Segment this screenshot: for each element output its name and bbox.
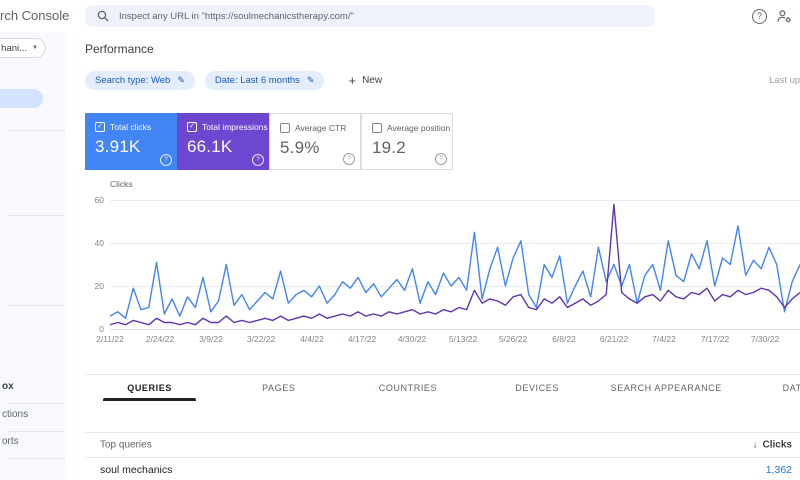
table-header-divider: [85, 432, 800, 433]
chevron-down-icon: ▼: [32, 45, 38, 51]
tab-devices[interactable]: DEVICES: [515, 383, 559, 393]
sidebar: hani... ▼ ox ctions orts: [0, 32, 65, 480]
x-axis-tick-label: 4/17/22: [347, 334, 377, 344]
x-axis-tick-label: 7/4/22: [652, 334, 676, 344]
app-title: rch Console: [0, 8, 70, 23]
sidebar-item-label-fragment[interactable]: ox: [2, 381, 14, 392]
clicks-cell: 1,362: [765, 464, 792, 476]
tab-countries[interactable]: COUNTRIES: [378, 383, 438, 393]
x-axis-tick-label: 4/4/22: [300, 334, 324, 344]
x-axis-tick-label: 2/11/22: [96, 334, 124, 344]
table-body-divider: [85, 457, 800, 458]
plus-icon: +: [348, 73, 357, 88]
table-row[interactable]: soul mechanics 1,362: [85, 458, 795, 480]
edit-pencil-icon: ✎: [177, 75, 185, 85]
metric-value: 5.9%: [280, 138, 320, 157]
tab-date[interactable]: DATE: [782, 383, 800, 393]
x-axis-tick-label: 5/13/22: [448, 334, 478, 344]
x-axis-tick-label: 3/22/22: [246, 334, 276, 344]
x-axis-tick-label: 7/30/22: [750, 334, 780, 344]
x-axis-tick-label: 4/30/22: [397, 334, 427, 344]
filter-chip-label: Search type: Web: [95, 75, 171, 86]
x-axis-tick-label: 7/17/22: [700, 334, 730, 344]
property-selector-label: hani...: [1, 42, 28, 54]
metric-card-total-impressions[interactable]: ✓ Total impressions 66.1K?: [177, 113, 269, 170]
sidebar-divider: [8, 215, 65, 216]
tabs-top-divider: [85, 374, 800, 375]
sort-desc-icon: ↓: [752, 439, 758, 451]
metric-card-total-clicks[interactable]: ✓ Total clicks 3.91K?: [85, 113, 177, 170]
filter-chips-row: Search type: Web ✎ Date: Last 6 months ✎ + …: [85, 71, 382, 90]
sidebar-item-performance-active[interactable]: [0, 89, 43, 108]
sidebar-item-label-fragment[interactable]: orts: [2, 436, 19, 447]
edit-pencil-icon: ✎: [306, 75, 315, 85]
url-inspect-search-input[interactable]: Inspect any URL in "https://soulmechanic…: [85, 5, 655, 27]
y-axis-tick-label: 20: [94, 281, 104, 291]
unchecked-checkbox-icon[interactable]: [280, 123, 290, 133]
y-axis-tick-label: 60: [94, 195, 104, 205]
checked-checkbox-icon[interactable]: ✓: [95, 122, 105, 132]
new-filter-button[interactable]: + New: [348, 73, 382, 88]
x-axis-tick-label: 2/24/22: [145, 334, 175, 344]
x-axis-tick-label: 5/26/22: [498, 334, 528, 344]
help-icon[interactable]: ?: [435, 153, 447, 165]
tab-pages[interactable]: PAGES: [262, 383, 296, 393]
dimension-tabs: QUERIES PAGES COUNTRIES DEVICES SEARCH APPEA…: [85, 375, 800, 401]
help-icon[interactable]: ?: [252, 154, 264, 166]
y-axis-tick-label: 40: [94, 238, 104, 248]
metric-card-average-position[interactable]: Average position 19.2?: [361, 113, 453, 170]
search-icon: [97, 10, 109, 22]
metric-cards-row: ✓ Total clicks 3.91K? ✓ Total impressions 66.…: [85, 113, 453, 170]
metric-label: Average position: [387, 123, 451, 133]
checked-checkbox-icon[interactable]: ✓: [187, 122, 197, 132]
sidebar-divider: [8, 431, 65, 432]
filter-chip[interactable]: Date: Last 6 months ✎: [204, 71, 325, 90]
metric-label: Average CTR: [295, 123, 347, 133]
gridline: [110, 243, 800, 244]
y-axis-title: Clicks: [110, 179, 133, 189]
metric-label: Total clicks: [110, 122, 152, 132]
sidebar-item-label-fragment[interactable]: ctions: [2, 409, 29, 420]
unchecked-checkbox-icon[interactable]: [372, 123, 382, 133]
metric-value: 19.2: [372, 138, 406, 157]
series-line-clicks: [110, 225, 800, 320]
filter-chip-label: Date: Last 6 months: [214, 75, 300, 86]
tab-search-appearance[interactable]: SEARCH APPEARANCE: [610, 383, 722, 393]
performance-line-chart[interactable]: [110, 200, 800, 330]
y-axis-tick-label: 0: [99, 324, 104, 334]
tab-queries[interactable]: QUERIES: [85, 375, 214, 401]
table-header-queries: Top queries: [100, 439, 152, 451]
filter-chip[interactable]: Search type: Web ✎: [85, 71, 195, 90]
x-axis-tick-label: 6/8/22: [552, 334, 576, 344]
gridline: [110, 286, 800, 287]
new-filter-label: New: [362, 75, 383, 86]
manage-accounts-icon[interactable]: [777, 9, 792, 23]
table-header-row: Top queries ↓ Clicks: [85, 433, 795, 457]
search-placeholder: Inspect any URL in "https://soulmechanic…: [119, 10, 354, 22]
gridline: [110, 329, 800, 330]
help-icon[interactable]: ?: [160, 154, 172, 166]
sidebar-divider: [8, 305, 65, 306]
top-app-bar: rch Console Inspect any URL in "https://…: [0, 0, 800, 32]
sidebar-divider: [8, 130, 65, 131]
page-title: Performance: [85, 42, 154, 56]
sidebar-divider: [8, 458, 65, 459]
metric-label: Total impressions: [202, 122, 268, 132]
gridline: [110, 200, 800, 201]
last-updated-text: Last up: [769, 75, 800, 86]
help-icon[interactable]: ?: [343, 153, 355, 165]
table-header-clicks-sort[interactable]: ↓ Clicks: [752, 439, 792, 451]
sidebar-divider: [8, 403, 65, 404]
property-selector[interactable]: hani... ▼: [0, 38, 46, 58]
series-line-impressions: [110, 203, 800, 326]
metric-value: 3.91K: [95, 137, 141, 156]
metric-card-average-ctr[interactable]: Average CTR 5.9%?: [269, 113, 361, 170]
query-cell[interactable]: soul mechanics: [100, 464, 173, 476]
metric-value: 66.1K: [187, 137, 233, 156]
help-icon[interactable]: ?: [752, 9, 767, 24]
x-axis-tick-label: 3/9/22: [199, 334, 223, 344]
x-axis-tick-label: 6/21/22: [599, 334, 629, 344]
